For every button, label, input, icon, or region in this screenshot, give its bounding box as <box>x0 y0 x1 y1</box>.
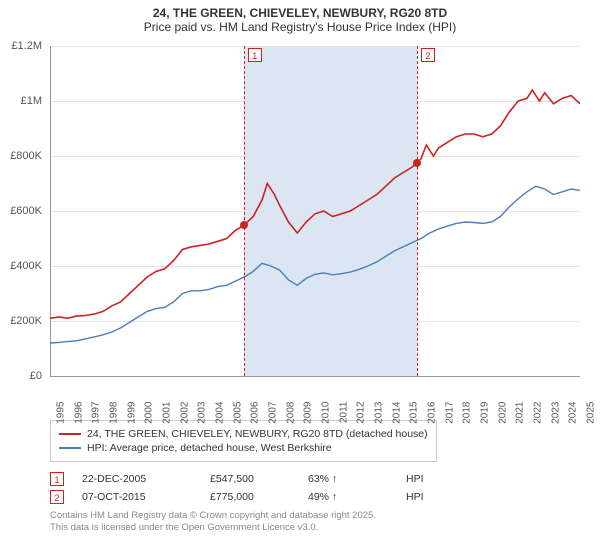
legend: 24, THE GREEN, CHIEVELEY, NEWBURY, RG20 … <box>50 420 437 462</box>
transaction-date: 07-OCT-2015 <box>82 491 192 503</box>
legend-row: HPI: Average price, detached house, West… <box>59 442 428 454</box>
transaction-suffix: HPI <box>406 491 424 503</box>
transaction-delta: 49% <box>308 491 388 503</box>
x-tick-label: 2010 <box>321 402 332 424</box>
chart-container: £0£200K£400K£600K£800K£1M£1.2M 12 199519… <box>0 36 600 416</box>
x-tick-label: 2011 <box>338 402 349 424</box>
x-tick-label: 1998 <box>109 402 120 424</box>
x-tick-label: 2018 <box>462 402 473 424</box>
legend-row: 24, THE GREEN, CHIEVELEY, NEWBURY, RG20 … <box>59 428 428 440</box>
transaction-date: 22-DEC-2005 <box>82 473 192 485</box>
x-tick-label: 2020 <box>497 402 508 424</box>
x-tick-label: 2012 <box>356 402 367 424</box>
transaction-price: £547,500 <box>210 473 290 485</box>
x-tick-label: 1996 <box>73 402 84 424</box>
x-tick-label: 2021 <box>515 402 526 424</box>
x-tick-label: 2019 <box>480 402 491 424</box>
series-line-price_paid <box>50 90 580 318</box>
x-tick-label: 2009 <box>303 402 314 424</box>
legend-label: 24, THE GREEN, CHIEVELEY, NEWBURY, RG20 … <box>87 428 428 440</box>
y-tick-label: £400K <box>10 260 42 272</box>
transaction-number: 2 <box>50 490 64 504</box>
x-tick-label: 2013 <box>374 402 385 424</box>
legend-swatch <box>59 433 81 435</box>
x-axis: 1995199619971998199920002001200220032004… <box>50 378 580 408</box>
x-tick-label: 2023 <box>550 402 561 424</box>
gridline <box>50 376 580 377</box>
marker-dot-2 <box>413 159 421 167</box>
transaction-suffix: HPI <box>406 473 424 485</box>
x-tick-label: 1999 <box>126 402 137 424</box>
x-tick-label: 2014 <box>391 402 402 424</box>
chart-title: 24, THE GREEN, CHIEVELEY, NEWBURY, RG20 … <box>0 0 600 36</box>
transaction-price: £775,000 <box>210 491 290 503</box>
chart-lines <box>50 46 580 376</box>
x-tick-label: 2004 <box>215 402 226 424</box>
transactions-table: 1 22-DEC-2005 £547,500 63% HPI 2 07-OCT-2015 £7… <box>50 472 592 504</box>
x-tick-label: 2007 <box>268 402 279 424</box>
y-axis: £0£200K£400K£600K£800K£1M£1.2M <box>0 46 46 376</box>
title-line-2: Price paid vs. HM Land Registry's House … <box>0 20 600 34</box>
y-tick-label: £600K <box>10 205 42 217</box>
x-tick-label: 2003 <box>197 402 208 424</box>
x-tick-label: 2005 <box>232 402 243 424</box>
marker-vline-1 <box>244 46 245 376</box>
x-tick-label: 1995 <box>56 402 67 424</box>
series-line-hpi <box>50 186 580 343</box>
x-tick-label: 2022 <box>533 402 544 424</box>
x-tick-label: 2024 <box>568 402 579 424</box>
y-tick-label: £1.2M <box>11 40 42 52</box>
transaction-row: 1 22-DEC-2005 £547,500 63% HPI <box>50 472 592 486</box>
marker-vline-2 <box>417 46 418 376</box>
x-tick-label: 2017 <box>444 402 455 424</box>
x-tick-label: 2015 <box>409 402 420 424</box>
transaction-row: 2 07-OCT-2015 £775,000 49% HPI <box>50 490 592 504</box>
transaction-delta: 63% <box>308 473 388 485</box>
legend-label: HPI: Average price, detached house, West… <box>87 442 332 454</box>
x-tick-label: 2008 <box>285 402 296 424</box>
plot-area: 12 <box>50 46 580 376</box>
title-line-1: 24, THE GREEN, CHIEVELEY, NEWBURY, RG20 … <box>0 6 600 20</box>
footer-line-1: Contains HM Land Registry data © Crown c… <box>50 510 592 522</box>
marker-dot-1 <box>240 221 248 229</box>
transaction-number: 1 <box>50 472 64 486</box>
y-tick-label: £0 <box>30 370 42 382</box>
x-tick-label: 1997 <box>91 402 102 424</box>
x-tick-label: 2025 <box>586 402 597 424</box>
x-tick-label: 2000 <box>144 402 155 424</box>
footer-line-2: This data is licensed under the Open Gov… <box>50 522 592 534</box>
y-tick-label: £1M <box>21 95 42 107</box>
x-tick-label: 2002 <box>179 402 190 424</box>
x-tick-label: 2006 <box>250 402 261 424</box>
y-tick-label: £200K <box>10 315 42 327</box>
y-tick-label: £800K <box>10 150 42 162</box>
x-tick-label: 2016 <box>427 402 438 424</box>
legend-swatch <box>59 447 81 449</box>
x-tick-label: 2001 <box>162 402 173 424</box>
marker-box-1: 1 <box>248 48 262 62</box>
marker-box-2: 2 <box>421 48 435 62</box>
footer: Contains HM Land Registry data © Crown c… <box>50 510 592 535</box>
